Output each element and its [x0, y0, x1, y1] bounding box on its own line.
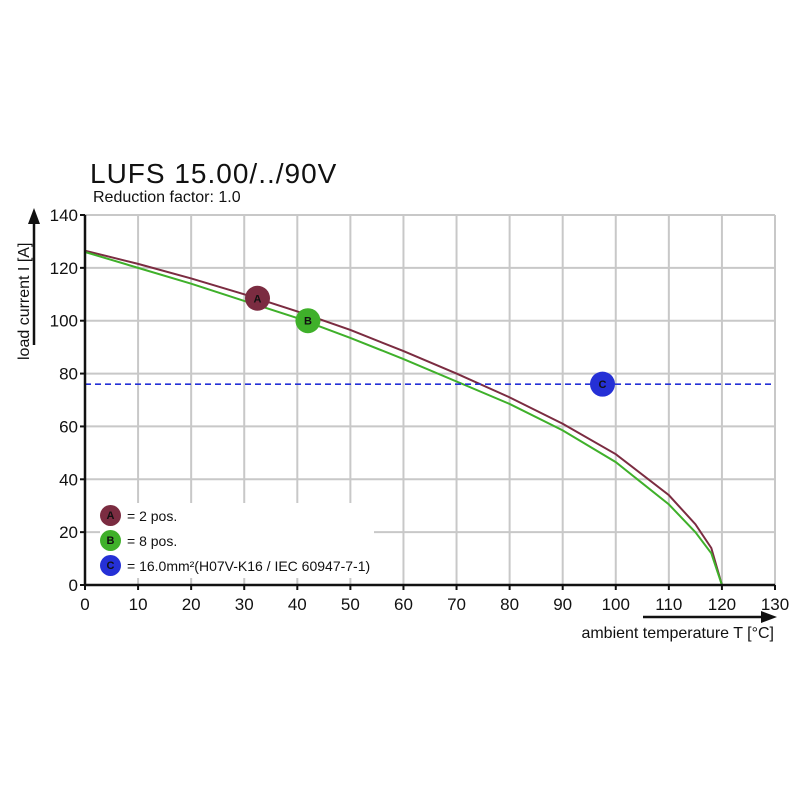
- chart-subtitle: Reduction factor: 1.0: [93, 189, 241, 206]
- y-tick-label: 20: [59, 523, 78, 542]
- x-tick-label: 40: [288, 595, 307, 614]
- y-tick-label: 60: [59, 417, 78, 436]
- y-tick-label: 100: [50, 312, 78, 331]
- marker-a: [245, 285, 270, 311]
- marker-c: [590, 371, 615, 397]
- series-a-line: [84, 249, 723, 586]
- x-tick-label: 60: [394, 595, 413, 614]
- x-tick-label: 90: [553, 595, 572, 614]
- marker-label-a: A: [254, 293, 262, 305]
- legend-text-b: = 8 pos.: [127, 532, 178, 549]
- x-tick-label: 110: [655, 595, 682, 614]
- legend: A = 2 pos. B = 8 pos. C = 16.0mm²(H07V-K…: [100, 503, 375, 578]
- x-tick-label: 120: [708, 595, 736, 614]
- x-tick-label: 70: [447, 595, 466, 614]
- x-tick-label: 10: [129, 595, 148, 614]
- series-b-line: [84, 251, 723, 586]
- legend-item-a: A = 2 pos.: [100, 503, 370, 528]
- legend-item-b: B = 8 pos.: [100, 528, 370, 553]
- x-tick-label: 100: [602, 595, 630, 614]
- x-tick-label: 80: [500, 595, 519, 614]
- series-markers: A B C: [245, 285, 615, 397]
- y-tick-label: 140: [50, 206, 78, 225]
- y-tick-label: 0: [69, 576, 78, 595]
- grid: [85, 214, 776, 585]
- x-tick-label: 130: [761, 595, 789, 614]
- y-axis-arrow-head: [28, 208, 40, 224]
- legend-text-c: = 16.0mm²(H07V-K16 / IEC 60947-7-1): [127, 557, 371, 574]
- axes: [28, 208, 777, 623]
- y-axis-label: load current I [A]: [16, 242, 33, 360]
- chart-title: LUFS 15.00/../90V: [90, 158, 338, 189]
- y-tick-label: 80: [59, 365, 78, 384]
- legend-item-c: C = 16.0mm²(H07V-K16 / IEC 60947-7-1): [100, 553, 370, 578]
- marker-label-c: C: [599, 379, 607, 391]
- y-tick-label: 120: [50, 259, 78, 278]
- curves: [84, 249, 775, 586]
- x-axis-label: ambient temperature T [°C]: [581, 625, 774, 642]
- legend-text-a: = 2 pos.: [127, 507, 178, 524]
- marker-b: [295, 308, 321, 334]
- x-tick-label: 30: [235, 595, 254, 614]
- x-tick-label: 0: [80, 595, 89, 614]
- x-tick-label: 50: [341, 595, 360, 614]
- legend-marker-a: A: [100, 505, 121, 526]
- legend-marker-c: C: [100, 555, 121, 576]
- marker-label-b: B: [304, 316, 312, 328]
- tick-labels: 0 10 20 30 40 50 60 70 80 90 100 110 120 130 0 20 40 60 80…: [50, 206, 790, 614]
- x-tick-label: 20: [182, 595, 201, 614]
- y-tick-label: 40: [59, 470, 78, 489]
- x-axis-arrow-head: [761, 611, 777, 623]
- legend-marker-b: B: [100, 530, 121, 551]
